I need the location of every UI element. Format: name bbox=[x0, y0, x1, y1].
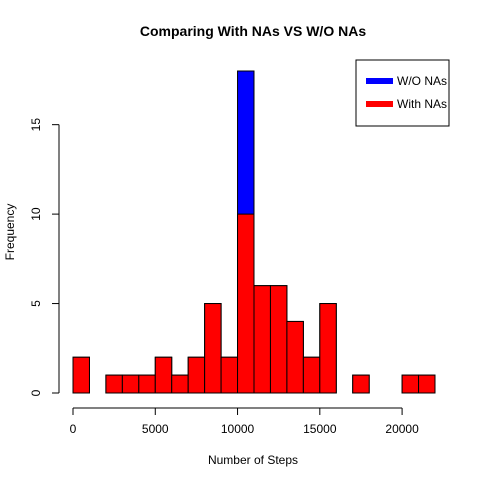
bar-with-nas-0 bbox=[72, 356, 90, 394]
bar-with-nas-12 bbox=[269, 285, 288, 394]
x-tick-label: 0 bbox=[70, 422, 77, 436]
y-tick-label: 5 bbox=[29, 300, 43, 307]
y-tick-label: 10 bbox=[29, 207, 43, 221]
legend-box bbox=[355, 59, 450, 127]
x-tick-label: 20000 bbox=[385, 422, 419, 436]
bar-with-nas-2 bbox=[105, 374, 123, 394]
bar-with-nas-14 bbox=[302, 356, 321, 394]
x-tick-label: 15000 bbox=[303, 422, 337, 436]
y-axis: 0 5 10 15 bbox=[29, 118, 60, 396]
x-axis: 0 5000 10000 15000 20000 bbox=[70, 407, 419, 436]
legend-label-with-nas: With NAs bbox=[397, 97, 447, 111]
bar-with-nas-8 bbox=[204, 303, 222, 394]
x-axis-label: Number of Steps bbox=[208, 453, 298, 467]
legend-label-wo-nas: W/O NAs bbox=[397, 74, 447, 88]
bar-with-nas-6 bbox=[171, 374, 189, 394]
x-tick-label: 10000 bbox=[221, 422, 255, 436]
bar-with-nas-3 bbox=[121, 374, 140, 394]
bar-with-nas-9 bbox=[220, 356, 239, 394]
bars-group bbox=[72, 70, 436, 394]
x-tick-label: 5000 bbox=[142, 422, 169, 436]
y-tick-label: 15 bbox=[29, 118, 43, 132]
bar-with-nas-10 bbox=[237, 213, 255, 394]
bar-with-nas-5 bbox=[154, 356, 173, 394]
chart-title: Comparing With NAs VS W/O NAs bbox=[140, 23, 366, 39]
bar-with-nas-15 bbox=[319, 303, 337, 394]
bar-with-nas-13 bbox=[286, 320, 304, 394]
bar-with-nas-7 bbox=[187, 356, 206, 394]
bar-with-nas-11 bbox=[253, 285, 271, 394]
bar-with-nas-21 bbox=[418, 374, 436, 394]
legend: W/O NAs With NAs bbox=[355, 59, 450, 127]
bar-with-nas-17 bbox=[352, 374, 370, 394]
bar-with-nas-20 bbox=[401, 374, 420, 394]
bar-with-nas-4 bbox=[138, 374, 156, 394]
y-axis-label: Frequency bbox=[3, 204, 17, 261]
y-tick-label: 0 bbox=[29, 389, 43, 396]
